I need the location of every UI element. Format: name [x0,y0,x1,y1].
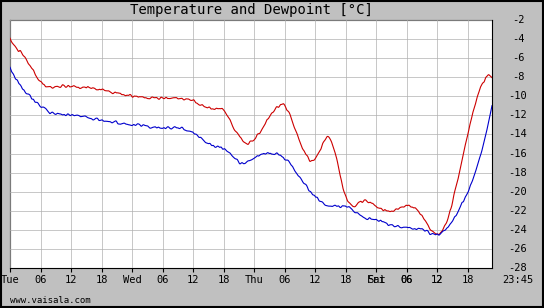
Text: Temperature and Dewpoint [°C]: Temperature and Dewpoint [°C] [129,3,373,17]
Text: -12: -12 [509,110,527,120]
Text: -18: -18 [509,168,527,178]
Text: -2: -2 [512,15,524,25]
Text: -14: -14 [509,129,527,140]
Text: -22: -22 [509,206,527,216]
Text: Sat: Sat [367,275,386,285]
Text: -6: -6 [512,53,524,63]
Text: 06: 06 [400,275,413,285]
Text: -24: -24 [509,225,527,235]
Text: www.vaisala.com: www.vaisala.com [10,296,91,305]
Text: -28: -28 [509,263,527,273]
Text: 12: 12 [431,275,443,285]
Text: -20: -20 [509,187,527,197]
Text: -10: -10 [509,91,527,101]
Text: 23:45: 23:45 [502,275,534,285]
Text: -26: -26 [509,244,527,254]
Text: -8: -8 [512,72,524,82]
Text: -4: -4 [512,34,524,44]
Text: -16: -16 [509,148,527,159]
